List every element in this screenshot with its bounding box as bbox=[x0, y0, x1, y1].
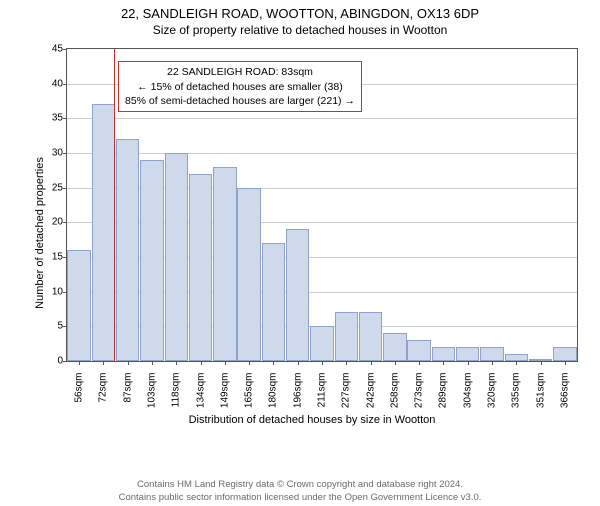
xtick-label: 273sqm bbox=[414, 373, 425, 409]
xtick-mark bbox=[128, 361, 129, 365]
ytick-mark bbox=[63, 188, 67, 189]
xtick-mark bbox=[492, 361, 493, 365]
xtick-mark bbox=[225, 361, 226, 365]
xtick-label: 134sqm bbox=[195, 373, 206, 409]
footer-line-1: Contains HM Land Registry data © Crown c… bbox=[0, 479, 600, 491]
xtick-label: 165sqm bbox=[244, 373, 255, 409]
histogram-bar bbox=[335, 312, 358, 361]
annotation-box: 22 SANDLEIGH ROAD: 83sqm← 15% of detache… bbox=[118, 61, 362, 112]
xtick-label: 211sqm bbox=[317, 373, 328, 408]
histogram-bar bbox=[67, 250, 90, 361]
xtick-label: 304sqm bbox=[462, 373, 473, 409]
histogram-bar bbox=[140, 160, 163, 361]
ytick-mark bbox=[63, 222, 67, 223]
xtick-mark bbox=[346, 361, 347, 365]
xtick-label: 289sqm bbox=[438, 373, 449, 409]
xtick-label: 366sqm bbox=[559, 373, 570, 409]
xtick-label: 258sqm bbox=[389, 373, 400, 409]
histogram-bar bbox=[116, 139, 139, 361]
xtick-mark bbox=[103, 361, 104, 365]
xtick-mark bbox=[201, 361, 202, 365]
xtick-mark bbox=[541, 361, 542, 365]
xtick-mark bbox=[322, 361, 323, 365]
histogram-bar bbox=[432, 347, 455, 361]
plot-area: 05101520253035404556sqm72sqm87sqm103sqm1… bbox=[66, 48, 578, 362]
chart-container: Number of detached properties 0510152025… bbox=[42, 48, 582, 418]
xtick-label: 180sqm bbox=[268, 373, 279, 409]
xtick-label: 118sqm bbox=[171, 373, 182, 408]
xtick-label: 72sqm bbox=[98, 373, 109, 403]
histogram-bar bbox=[165, 153, 188, 361]
histogram-bar bbox=[553, 347, 576, 361]
ytick-mark bbox=[63, 49, 67, 50]
histogram-bar bbox=[213, 167, 236, 361]
xtick-label: 227sqm bbox=[341, 373, 352, 409]
xtick-label: 335sqm bbox=[511, 373, 522, 409]
xtick-label: 351sqm bbox=[535, 373, 546, 409]
xtick-mark bbox=[249, 361, 250, 365]
annotation-line: 85% of semi-detached houses are larger (… bbox=[125, 94, 355, 108]
histogram-bar bbox=[262, 243, 285, 361]
xtick-mark bbox=[176, 361, 177, 365]
xtick-mark bbox=[298, 361, 299, 365]
histogram-bar bbox=[92, 104, 115, 361]
gridline bbox=[67, 118, 577, 119]
histogram-bar bbox=[189, 174, 212, 361]
xtick-mark bbox=[395, 361, 396, 365]
chart-title-sub: Size of property relative to detached ho… bbox=[0, 23, 600, 37]
chart-title-main: 22, SANDLEIGH ROAD, WOOTTON, ABINGDON, O… bbox=[0, 6, 600, 21]
xtick-mark bbox=[443, 361, 444, 365]
y-axis-label: Number of detached properties bbox=[34, 157, 46, 309]
xtick-mark bbox=[419, 361, 420, 365]
xtick-label: 103sqm bbox=[147, 373, 158, 409]
xtick-label: 56sqm bbox=[74, 373, 85, 403]
histogram-bar bbox=[286, 229, 309, 361]
annotation-line: 22 SANDLEIGH ROAD: 83sqm bbox=[125, 65, 355, 79]
xtick-mark bbox=[468, 361, 469, 365]
histogram-bar bbox=[456, 347, 479, 361]
ytick-mark bbox=[63, 292, 67, 293]
histogram-bar bbox=[407, 340, 430, 361]
ytick-mark bbox=[63, 118, 67, 119]
xtick-label: 320sqm bbox=[487, 373, 498, 409]
xtick-mark bbox=[516, 361, 517, 365]
reference-line bbox=[114, 49, 116, 361]
gridline bbox=[67, 153, 577, 154]
histogram-bar bbox=[237, 188, 260, 361]
ytick-mark bbox=[63, 361, 67, 362]
xtick-label: 196sqm bbox=[292, 373, 303, 409]
annotation-line: ← 15% of detached houses are smaller (38… bbox=[125, 80, 355, 94]
histogram-bar bbox=[310, 326, 333, 361]
ytick-mark bbox=[63, 257, 67, 258]
xtick-mark bbox=[565, 361, 566, 365]
xtick-label: 87sqm bbox=[122, 373, 133, 403]
histogram-bar bbox=[505, 354, 528, 361]
xtick-label: 242sqm bbox=[365, 373, 376, 409]
footer-attribution: Contains HM Land Registry data © Crown c… bbox=[0, 479, 600, 504]
x-axis-label: Distribution of detached houses by size … bbox=[189, 414, 436, 426]
xtick-mark bbox=[152, 361, 153, 365]
ytick-mark bbox=[63, 84, 67, 85]
ytick-mark bbox=[63, 153, 67, 154]
histogram-bar bbox=[359, 312, 382, 361]
histogram-bar bbox=[383, 333, 406, 361]
xtick-label: 149sqm bbox=[219, 373, 230, 409]
xtick-mark bbox=[371, 361, 372, 365]
footer-line-2: Contains public sector information licen… bbox=[0, 492, 600, 504]
xtick-mark bbox=[273, 361, 274, 365]
ytick-mark bbox=[63, 326, 67, 327]
xtick-mark bbox=[79, 361, 80, 365]
histogram-bar bbox=[480, 347, 503, 361]
